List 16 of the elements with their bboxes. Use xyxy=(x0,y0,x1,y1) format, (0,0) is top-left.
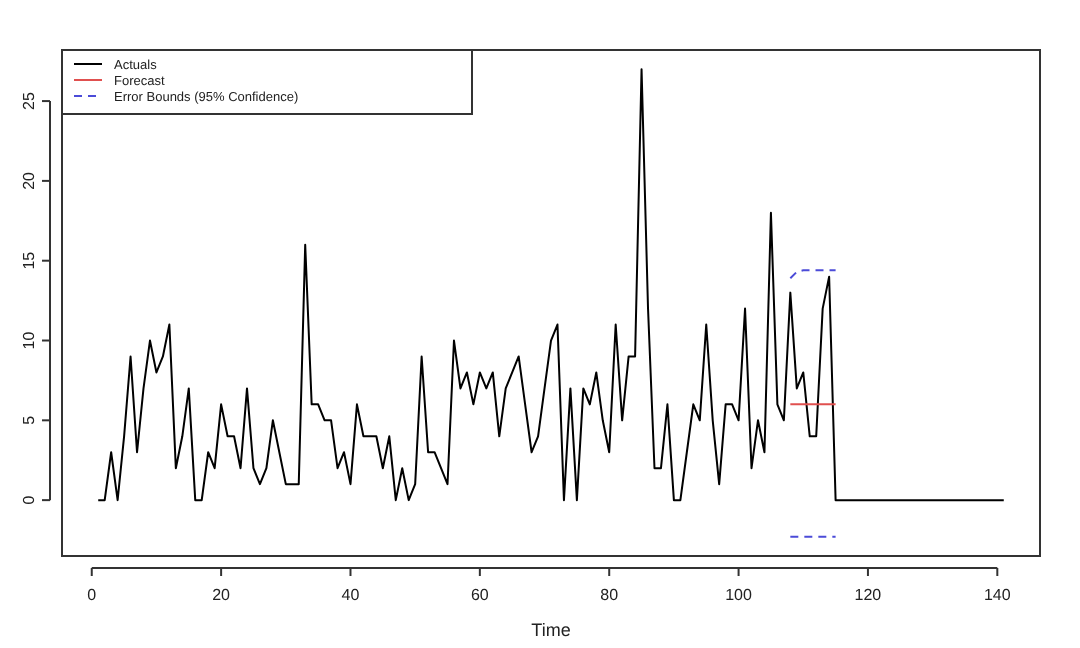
y-tick-label: 15 xyxy=(20,250,38,270)
x-tick-label: 40 xyxy=(341,586,361,604)
x-tick-label: 100 xyxy=(725,586,754,604)
x-tick-label: 140 xyxy=(983,586,1012,604)
y-tick-label: 0 xyxy=(20,494,38,505)
x-tick-label: 20 xyxy=(212,586,232,604)
x-tick-label: 120 xyxy=(854,586,883,604)
y-tick-label: 5 xyxy=(20,414,38,425)
x-axis-title: Time xyxy=(531,620,571,640)
x-tick-label: 60 xyxy=(470,586,490,604)
x-tick-label: 0 xyxy=(87,586,98,604)
y-tick-label: 20 xyxy=(20,170,38,190)
x-tick-label: 80 xyxy=(600,586,620,604)
line-series xyxy=(97,68,1005,502)
y-tick-label: 25 xyxy=(20,91,38,110)
y-tick-label: 10 xyxy=(20,330,38,350)
